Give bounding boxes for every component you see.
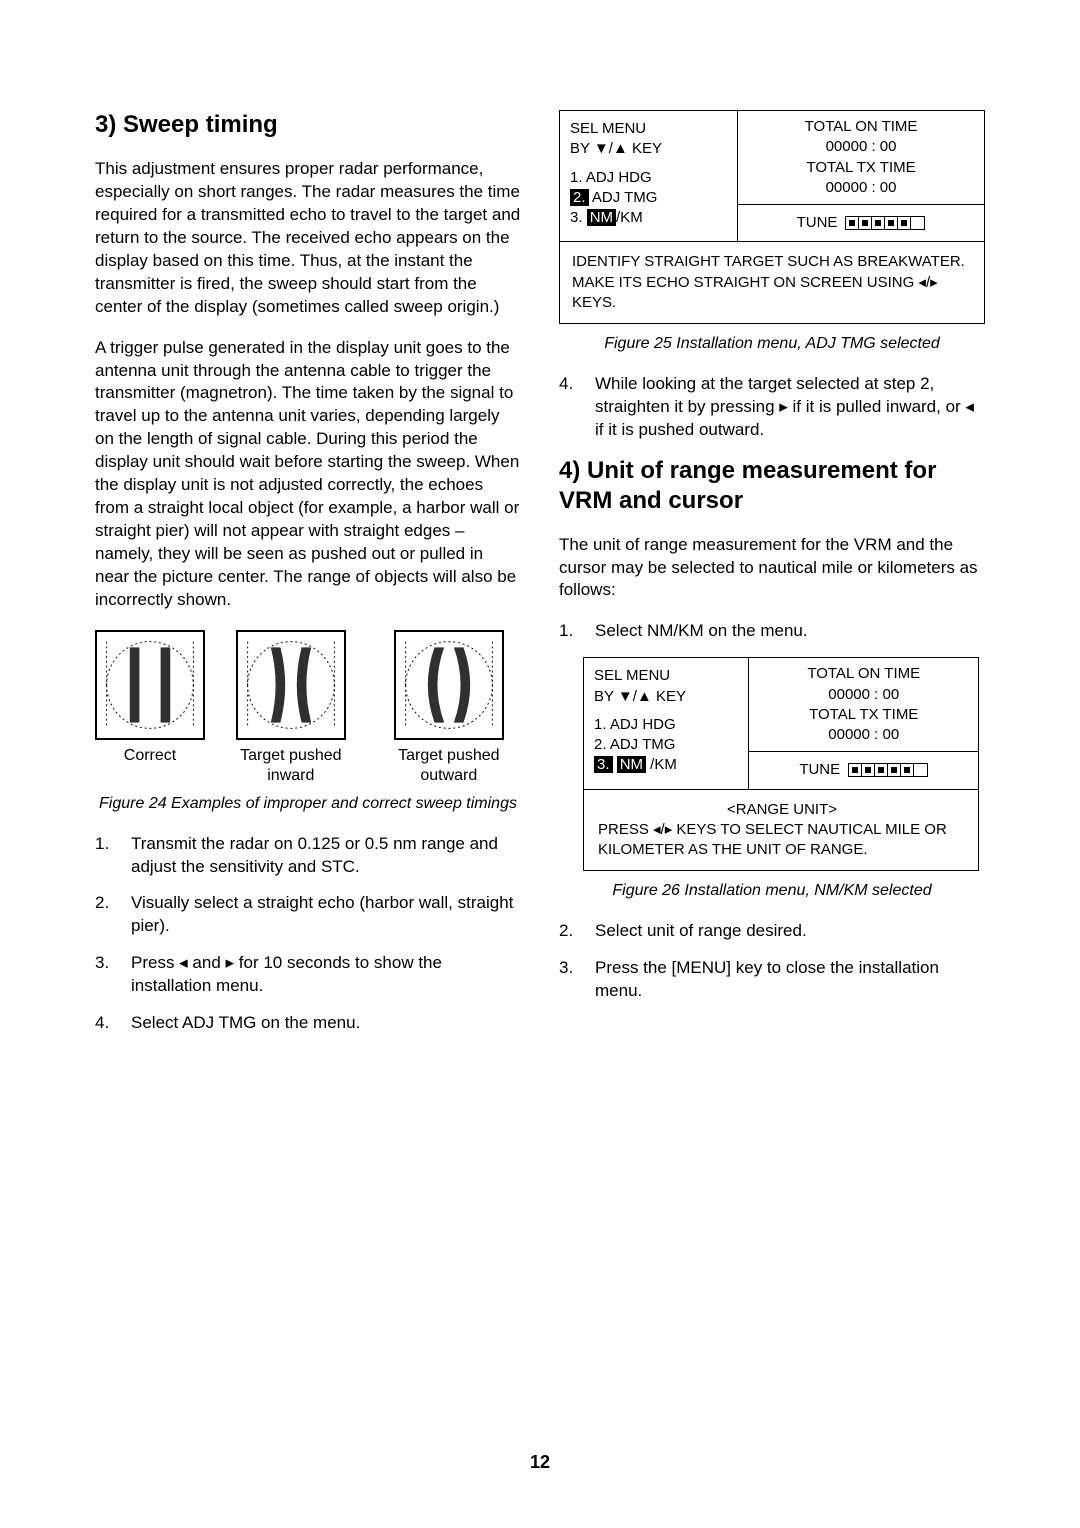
menu2-instructions: <RANGE UNIT> PRESS ◂/▸ KEYS TO SELECT NA… [584, 790, 978, 871]
menu2-item-3: 3. NM /KM [594, 755, 738, 775]
section-3-heading: 3) Sweep timing [95, 110, 521, 140]
menu-panel-adj-tmg: SEL MENU BY ▼/▲ KEY 1. ADJ HDG 2. ADJ TM… [559, 110, 985, 324]
para-2: A trigger pulse generated in the display… [95, 337, 521, 612]
section-4-heading: 4) Unit of range measurement for VRM and… [559, 456, 985, 516]
total-tx-time-label: TOTAL TX TIME [748, 158, 974, 178]
total-on-time-label: TOTAL ON TIME [748, 117, 974, 137]
right-step-4-item: 4.While looking at the target selected a… [559, 373, 985, 442]
left-step-2: 2.Visually select a straight echo (harbo… [95, 892, 521, 938]
right-step-1b: 1.Select NM/KM on the menu. [559, 620, 985, 643]
left-step-1: 1.Transmit the radar on 0.125 or 0.5 nm … [95, 833, 521, 879]
total-tx-time-value: 00000 : 00 [748, 178, 974, 198]
tune-label-2: TUNE [799, 760, 840, 780]
figure-25-caption: Figure 25 Installation menu, ADJ TMG sel… [559, 334, 985, 355]
figure-24-caption: Figure 24 Examples of improper and corre… [95, 794, 521, 815]
menu2-item-2: 2. ADJ TMG [594, 735, 738, 755]
sel-menu-key-line-2: BY ▼/▲ KEY [594, 687, 738, 707]
radar-outward-label: Target pushed outward [377, 746, 521, 786]
menu-item-3: 3. NM/KM [570, 208, 727, 228]
total-on-time-label-2: TOTAL ON TIME [759, 664, 968, 684]
tune-label: TUNE [797, 213, 838, 233]
radar-outward: Target pushed outward [377, 630, 521, 786]
radar-inward-label: Target pushed inward [223, 746, 359, 786]
radar-correct-label: Correct [124, 746, 176, 766]
total-tx-time-value-2: 00000 : 00 [759, 725, 968, 745]
radar-correct: Correct [95, 630, 205, 766]
right-step-4: 4.While looking at the target selected a… [559, 373, 985, 442]
radar-correct-svg [95, 630, 205, 740]
right-step-b-3: 3.Press the [MENU] key to close the inst… [559, 957, 985, 1003]
sel-menu-line-2: SEL MENU [594, 666, 738, 686]
tune-bar-2 [848, 763, 928, 777]
menu-item-1: 1. ADJ HDG [570, 168, 727, 188]
figure-26-caption: Figure 26 Installation menu, NM/KM selec… [559, 881, 985, 902]
total-tx-time-label-2: TOTAL TX TIME [759, 705, 968, 725]
total-on-time-value: 00000 : 00 [748, 137, 974, 157]
radar-inward-svg [236, 630, 346, 740]
sel-menu-key-line: BY ▼/▲ KEY [570, 139, 727, 159]
left-step-3: 3.Press ◂ and ▸ for 10 seconds to show t… [95, 952, 521, 998]
menu-panel-nm-km: SEL MENU BY ▼/▲ KEY 1. ADJ HDG 2. ADJ TM… [583, 657, 979, 871]
left-column: 3) Sweep timing This adjustment ensures … [95, 110, 521, 1049]
menu-item-2: 2. ADJ TMG [570, 188, 727, 208]
right-column: SEL MENU BY ▼/▲ KEY 1. ADJ HDG 2. ADJ TM… [559, 110, 985, 1049]
left-steps: 1.Transmit the radar on 0.125 or 0.5 nm … [95, 833, 521, 1036]
sel-menu-line: SEL MENU [570, 119, 727, 139]
radar-outward-svg [394, 630, 504, 740]
right-step-b-2: 2.Select unit of range desired. [559, 920, 985, 943]
total-on-time-value-2: 00000 : 00 [759, 685, 968, 705]
radar-inward: Target pushed inward [223, 630, 359, 786]
right-steps-b: 2.Select unit of range desired. 3.Press … [559, 920, 985, 1003]
page-number: 12 [0, 1452, 1080, 1473]
menu2-item-1: 1. ADJ HDG [594, 715, 738, 735]
para-3: The unit of range measurement for the VR… [559, 534, 985, 603]
para-1: This adjustment ensures proper radar per… [95, 158, 521, 319]
radar-diagram-row: Correct Target pushed inward [95, 630, 521, 786]
menu1-instructions: IDENTIFY STRAIGHT TARGET SUCH AS BREAKWA… [560, 242, 984, 323]
tune-bar [845, 216, 925, 230]
right-step-1b-item: 1.Select NM/KM on the menu. [559, 620, 985, 643]
left-step-4: 4.Select ADJ TMG on the menu. [95, 1012, 521, 1035]
